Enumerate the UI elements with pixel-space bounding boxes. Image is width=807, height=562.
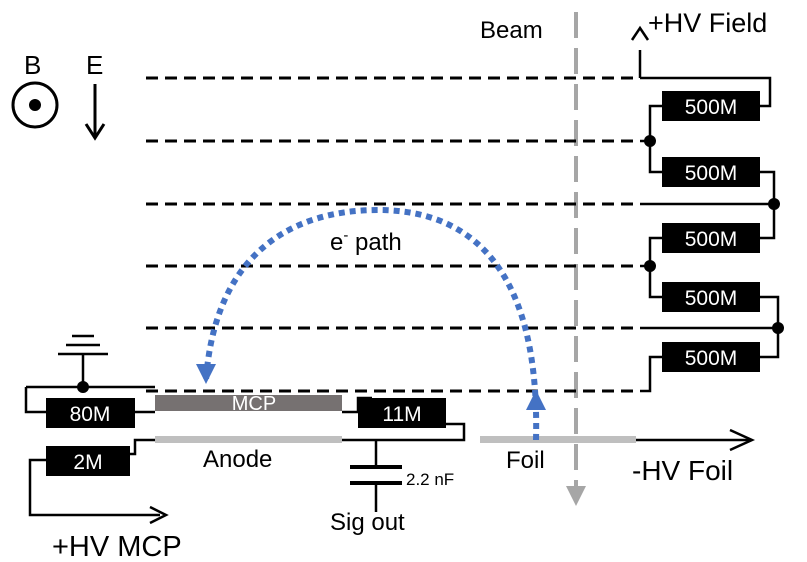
resistor-2m: 2M	[46, 446, 130, 476]
e-field-label: E	[86, 50, 103, 80]
capacitor-label: 2.2 nF	[406, 470, 454, 489]
resistor-500m-3: 500M	[662, 223, 760, 253]
b-field-symbol	[11, 81, 59, 129]
resistor-500m-1: 500M	[662, 91, 760, 121]
mcp-label: MCP	[232, 393, 276, 415]
ground-symbol	[58, 334, 108, 387]
beam-label: Beam	[480, 17, 543, 44]
foil-plate	[480, 436, 636, 443]
hv-foil-arrow	[636, 428, 756, 452]
svg-text:500M: 500M	[685, 347, 738, 370]
svg-text:11M: 11M	[382, 403, 421, 426]
resistor-500m-5: 500M	[662, 342, 760, 372]
svg-text:500M: 500M	[685, 287, 738, 310]
divider-wiring	[630, 25, 780, 393]
resistor-11m: 11M	[358, 398, 446, 428]
svg-text:500M: 500M	[685, 228, 738, 251]
e-field-arrow	[84, 84, 106, 141]
svg-text:500M: 500M	[685, 162, 738, 185]
sig-out-label: Sig out	[330, 509, 405, 536]
svg-text:80M: 80M	[70, 403, 111, 426]
anode-label: Anode	[203, 446, 272, 473]
field-electrodes	[146, 76, 640, 393]
b-field-label: B	[24, 50, 41, 80]
mcp-bias-wiring	[24, 385, 466, 525]
beam-line	[566, 12, 586, 506]
hv-field-label: +HV Field	[648, 8, 767, 38]
capacitor-symbol	[350, 465, 402, 485]
resistor-80m: 80M	[46, 398, 135, 428]
resistor-500m-2: 500M	[662, 157, 760, 187]
electron-path-arrowhead-left	[196, 364, 216, 384]
hv-foil-label: -HV Foil	[632, 455, 733, 486]
resistor-500m-4: 500M	[662, 282, 760, 312]
svg-text:500M: 500M	[685, 96, 738, 119]
electron-path-label: e- path	[330, 227, 402, 256]
electron-path-arc	[203, 206, 540, 441]
junction-dots	[644, 135, 784, 334]
foil-label: Foil	[506, 447, 545, 474]
svg-text:2M: 2M	[73, 451, 102, 474]
hv-mcp-label: +HV MCP	[52, 531, 182, 562]
mcp-plate	[155, 395, 342, 411]
ground-junction-dot	[77, 381, 89, 393]
electron-path-arrowhead-right	[526, 390, 546, 410]
anode-plate	[155, 436, 342, 443]
